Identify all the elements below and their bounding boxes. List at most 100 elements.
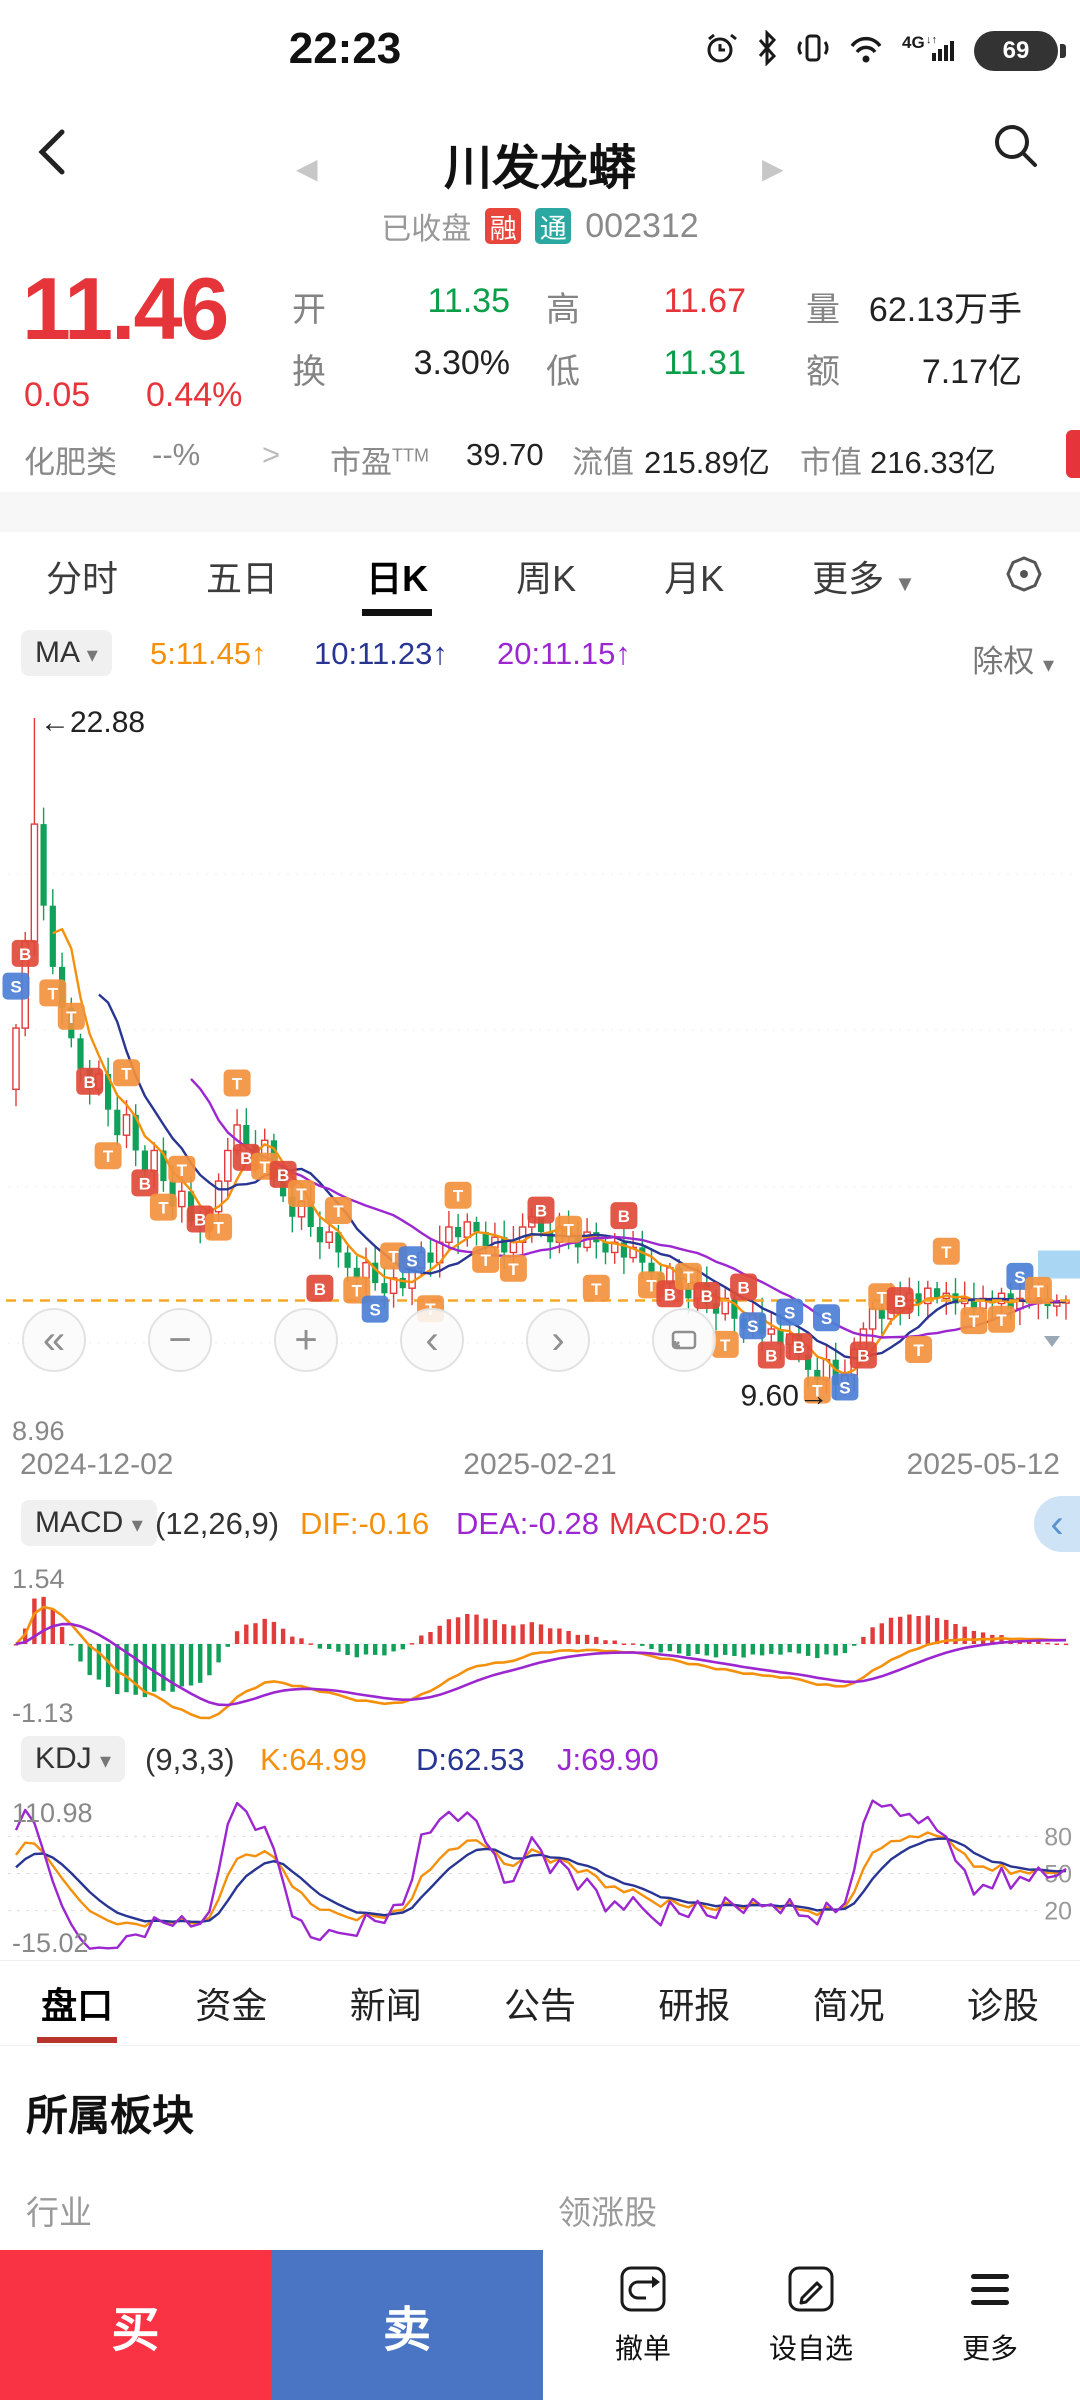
svg-text:-15.02: -15.02 xyxy=(12,1928,89,1958)
battery-icon: 69 xyxy=(974,30,1066,71)
next-stock-button[interactable]: ▶ xyxy=(762,153,784,184)
pan-right-button[interactable]: › xyxy=(526,1308,590,1372)
svg-text:B: B xyxy=(793,1338,805,1357)
jump-left-button[interactable]: « xyxy=(22,1308,86,1372)
svg-text:T: T xyxy=(66,1008,77,1027)
chevron-down-icon: ▾ xyxy=(86,642,98,667)
svg-text:B: B xyxy=(84,1073,96,1092)
tab-gonggao[interactable]: 公告 xyxy=(503,1985,576,2026)
svg-text:S: S xyxy=(784,1304,795,1323)
tab-monthly-k[interactable]: 月K xyxy=(664,558,725,599)
macd-chart[interactable]: 1.54 -1.13 xyxy=(0,1556,1080,1732)
svg-text:B: B xyxy=(618,1207,630,1226)
svg-text:S: S xyxy=(747,1317,758,1336)
macd-bar: MACD ▾ (12,26,9) DIF:-0.16 DEA:-0.28 MAC… xyxy=(0,1490,1080,1556)
svg-text:T: T xyxy=(996,1311,1007,1330)
tab-xinwen[interactable]: 新闻 xyxy=(349,1985,422,2026)
svg-text:T: T xyxy=(720,1336,731,1355)
bluetooth-icon xyxy=(754,29,780,71)
dea-value: DEA:-0.28 xyxy=(456,1506,600,1541)
vibrate-icon xyxy=(796,30,830,71)
svg-text:S: S xyxy=(406,1251,417,1270)
more-button[interactable]: 更多 xyxy=(925,2264,1055,2367)
open-value: 11.35 xyxy=(427,282,510,320)
add-watchlist-button[interactable]: 设自选 xyxy=(746,2264,876,2367)
float-cap-label: 流值 xyxy=(572,445,634,480)
cancel-order-button[interactable]: 撤单 xyxy=(578,2264,708,2367)
zoom-in-button[interactable]: + xyxy=(274,1308,338,1372)
exright-selector[interactable]: 除权 ▾ xyxy=(972,644,1054,679)
svg-text:B: B xyxy=(737,1279,749,1298)
ma5-value: 5:11.45↑ xyxy=(150,636,267,671)
sector-chevron-icon[interactable]: > xyxy=(262,437,281,472)
svg-text:T: T xyxy=(877,1288,888,1307)
sell-button[interactable]: 卖 xyxy=(271,2250,543,2400)
svg-text:B: B xyxy=(139,1174,151,1193)
alarm-icon xyxy=(702,30,738,71)
svg-text:B: B xyxy=(701,1287,713,1306)
kdj-bar: KDJ ▾ (9,3,3) K:64.99 D:62.53 J:69.90 xyxy=(0,1726,1080,1792)
kdj-selector[interactable]: KDJ ▾ xyxy=(21,1736,126,1782)
tab-yanbao[interactable]: 研报 xyxy=(658,1985,731,2026)
search-icon[interactable] xyxy=(988,118,1044,179)
prev-stock-button[interactable]: ◀ xyxy=(296,153,318,184)
svg-text:B: B xyxy=(535,1202,547,1221)
bottom-tab-bar: 盘口 资金 新闻 公告 研报 简况 诊股 xyxy=(0,1960,1080,2046)
turnover-label: 换 xyxy=(292,353,326,391)
signal-4g-icon: 4G ↓↑ xyxy=(902,30,958,71)
tab-wuri[interactable]: 五日 xyxy=(206,558,279,599)
macd-params: (12,26,9) xyxy=(155,1506,280,1541)
connect-badge: 通 xyxy=(535,208,572,244)
back-button[interactable] xyxy=(28,124,76,185)
pan-left-button[interactable]: ‹ xyxy=(400,1308,464,1372)
svg-text:T: T xyxy=(352,1282,363,1301)
sector-change: --% xyxy=(152,437,201,472)
dif-value: DIF:-0.16 xyxy=(300,1506,430,1541)
date-center: 2025-02-21 xyxy=(463,1448,617,1481)
macd-selector[interactable]: MACD ▾ xyxy=(21,1500,157,1546)
buy-button[interactable]: 买 xyxy=(0,2250,271,2400)
svg-text:B: B xyxy=(664,1285,676,1304)
svg-text:T: T xyxy=(481,1251,492,1270)
svg-text:T: T xyxy=(508,1260,519,1279)
status-icons: 4G ↓↑ 69 xyxy=(702,29,1066,71)
svg-text:B: B xyxy=(314,1280,326,1299)
svg-text:S: S xyxy=(821,1309,832,1328)
wifi-icon xyxy=(846,30,886,71)
price-change-pct: 0.44% xyxy=(146,376,243,414)
kdj-chart[interactable]: 80 50 20 110.98 -15.02 xyxy=(0,1788,1080,1964)
svg-text:T: T xyxy=(563,1221,574,1240)
sector-name[interactable]: 化肥类 xyxy=(24,445,117,480)
tab-jiankuang[interactable]: 简况 xyxy=(812,1985,885,2026)
macd-value: MACD:0.25 xyxy=(609,1506,770,1541)
svg-text:T: T xyxy=(1033,1282,1044,1301)
collapse-panel-button[interactable]: ‹ xyxy=(1034,1496,1080,1552)
svg-text:T: T xyxy=(913,1341,924,1360)
tab-more[interactable]: 更多 ▼ xyxy=(812,558,916,599)
tab-zijin[interactable]: 资金 xyxy=(195,1985,268,2026)
tab-pankou[interactable]: 盘口 xyxy=(37,1961,118,2045)
svg-text:T: T xyxy=(646,1276,657,1295)
svg-text:↓↑: ↓↑ xyxy=(926,34,937,46)
svg-text:S: S xyxy=(370,1301,381,1320)
date-axis: 2024-12-02 2025-02-21 2025-05-12 xyxy=(0,1448,1080,1490)
more-menu-icon xyxy=(965,2264,1015,2319)
zoom-out-button[interactable]: − xyxy=(148,1308,212,1372)
tab-daily-k[interactable]: 日K xyxy=(362,536,433,616)
tab-zhengu[interactable]: 诊股 xyxy=(966,1985,1039,2026)
ma-selector[interactable]: MA ▾ xyxy=(21,630,112,676)
chevron-down-icon: ▾ xyxy=(131,1512,143,1537)
floating-tag[interactable] xyxy=(1066,430,1080,478)
svg-text:B: B xyxy=(240,1149,252,1168)
tab-weekly-k[interactable]: 周K xyxy=(516,558,577,599)
landscape-button[interactable] xyxy=(652,1308,716,1372)
svg-text:110.98: 110.98 xyxy=(12,1798,93,1828)
svg-text:T: T xyxy=(213,1219,224,1238)
status-bar: 22:23 4G ↓↑ 69 xyxy=(0,0,1080,100)
svg-text:T: T xyxy=(683,1268,694,1287)
indicator-settings-icon[interactable] xyxy=(1002,552,1046,601)
svg-text:T: T xyxy=(941,1243,952,1262)
tab-fenshi[interactable]: 分时 xyxy=(46,558,119,599)
svg-text:T: T xyxy=(48,984,59,1003)
